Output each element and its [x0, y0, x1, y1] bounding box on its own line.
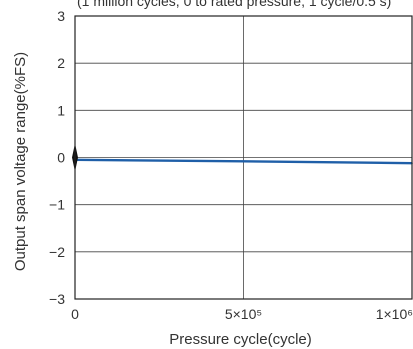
y-tick-label: −2: [49, 244, 65, 260]
x-tick-label: 5×10⁵: [225, 306, 262, 322]
y-tick-label: 0: [57, 150, 65, 166]
y-tick-label: 3: [57, 8, 65, 24]
data-point: [242, 160, 245, 163]
plot-frame: [74, 15, 413, 300]
tick-labels: 3 2 1 0 −1 −2 −3 0 5×10⁵ 1×10⁶: [49, 8, 413, 322]
chart-title: (1 million cycles, 0 to rated pressure, …: [77, 0, 391, 9]
y-tick-label: −1: [49, 197, 65, 213]
x-tick-label: 1×10⁶: [376, 306, 413, 322]
y-tick-label: −3: [49, 291, 65, 307]
grid: [75, 16, 412, 299]
y-axis-label: Output span voltage range(%FS): [12, 52, 29, 271]
y-tick-label: 1: [57, 102, 65, 118]
y-tick-label: 2: [57, 55, 65, 71]
x-tick-label: 0: [71, 306, 79, 322]
x-axis-label: Pressure cycle(cycle): [169, 331, 312, 348]
